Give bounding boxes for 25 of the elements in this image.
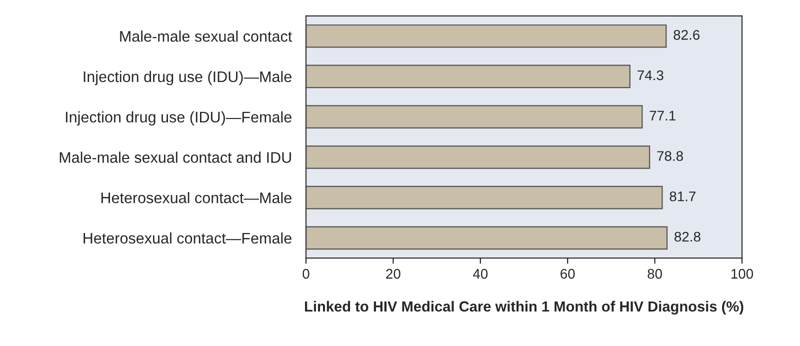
bar — [306, 24, 667, 48]
x-axis-title: Linked to HIV Medical Care within 1 Month of HIV Diagnosis (%) — [305, 300, 744, 315]
y-tick-label: Male-male sexual contact and IDU — [60, 152, 291, 163]
data-label: 82.8 — [674, 232, 700, 242]
data-label: 78.8 — [657, 151, 683, 161]
bar — [306, 146, 650, 169]
x-tick-label: 80 — [648, 268, 662, 279]
y-tick-label: Injection drug use (IDU)—Female — [66, 111, 292, 126]
x-tick-label: 40 — [472, 268, 488, 279]
x-tick-label: 20 — [386, 268, 400, 279]
y-tick-label: Injection drug use (IDU)—Male — [84, 70, 292, 86]
x-tick-label: 60 — [560, 268, 575, 279]
bar — [306, 226, 668, 250]
y-tick-label: Heterosexual contact—Female — [84, 232, 292, 244]
x-tick-label: 100 — [731, 268, 754, 279]
bar — [306, 105, 643, 128]
x-tick-label: 0 — [302, 268, 310, 279]
bar — [306, 186, 663, 210]
data-label: 82.6 — [674, 30, 700, 40]
data-label: 77.1 — [650, 110, 676, 120]
data-label: 81.7 — [670, 191, 696, 202]
data-label: 74.3 — [638, 70, 664, 80]
y-tick-label: Heterosexual contact—Male — [101, 192, 292, 204]
bar — [306, 64, 631, 88]
y-tick-label: Male-male sexual contact — [120, 30, 292, 42]
